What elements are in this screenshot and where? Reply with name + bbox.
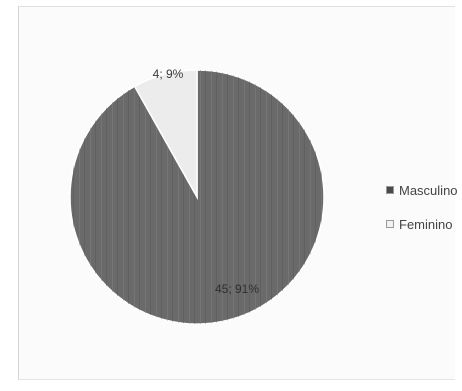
legend-label-masculino: Masculino [399,182,458,198]
legend-label-feminino: Feminino [399,216,453,232]
legend-swatch-feminino [386,220,394,228]
data-label-masculino: 45; 91% [215,282,259,296]
legend-item-masculino: Masculino [386,180,458,200]
pie-slices [69,69,325,325]
legend-item-feminino: Feminino [386,214,458,234]
pie-slice-feminino [133,69,198,200]
chart-legend: Masculino Feminino [386,180,458,248]
legend-swatch-masculino [386,186,394,194]
pie-data-labels: 45; 91% 4; 9% [153,67,260,296]
data-label-feminino: 4; 9% [153,67,184,81]
